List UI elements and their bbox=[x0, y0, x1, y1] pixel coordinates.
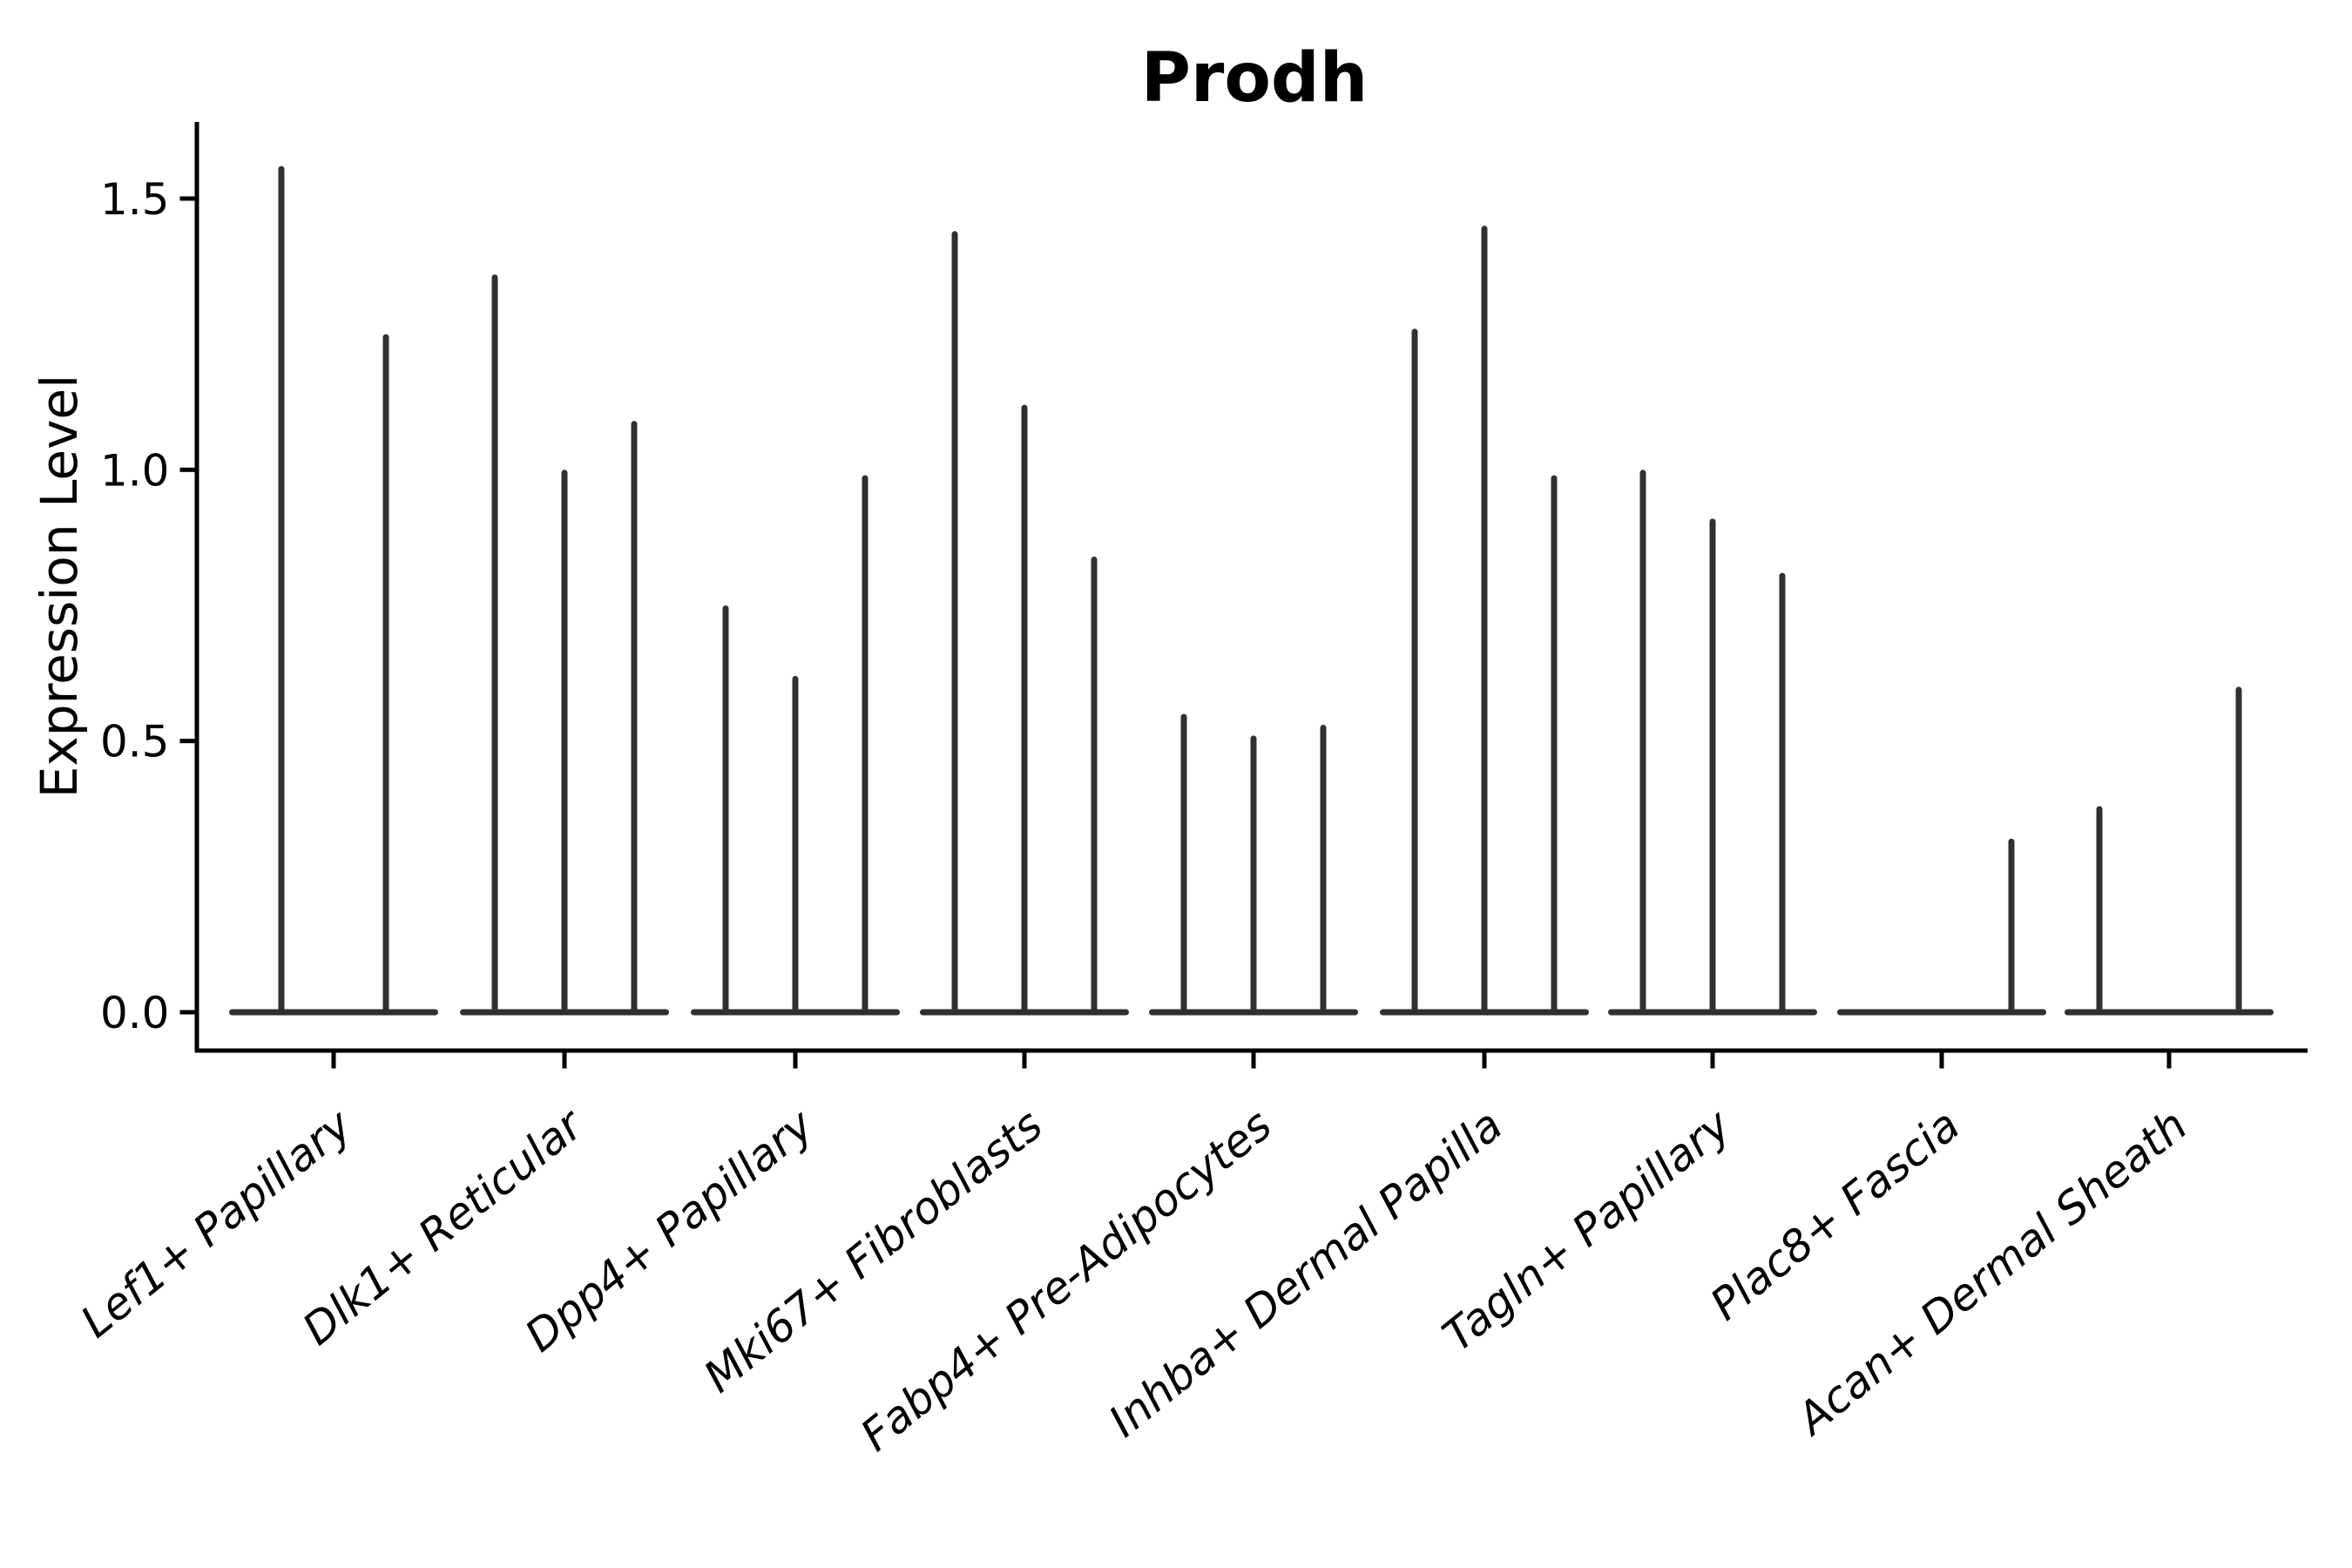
violin-spike bbox=[722, 605, 729, 1016]
violin-spike bbox=[1180, 713, 1187, 1016]
x-tick bbox=[331, 1052, 336, 1069]
violin-baseline bbox=[1837, 1009, 2046, 1016]
violin-group bbox=[691, 475, 900, 1016]
y-tick-label: 0.0 bbox=[100, 988, 170, 1038]
x-axis-spine bbox=[194, 1048, 2308, 1053]
violin-group bbox=[1380, 226, 1589, 1016]
y-tick-labels: 0.0 0.5 1.0 1.5 bbox=[100, 174, 170, 1038]
y-axis-label: Expression Level bbox=[30, 375, 89, 798]
violin-spike bbox=[1021, 404, 1028, 1016]
x-tick bbox=[1482, 1052, 1487, 1069]
y-axis-spine bbox=[194, 122, 199, 1051]
violin-spike bbox=[1250, 735, 1257, 1016]
violin-spike bbox=[631, 421, 638, 1016]
y-tick bbox=[179, 1010, 195, 1015]
x-tick bbox=[562, 1052, 567, 1069]
violin-group bbox=[920, 231, 1129, 1016]
violin-baseline bbox=[229, 1009, 438, 1016]
y-tick bbox=[179, 739, 195, 744]
violin-spike bbox=[2008, 838, 2015, 1016]
violin-group bbox=[460, 274, 669, 1016]
violin-group bbox=[2065, 686, 2274, 1016]
x-tick bbox=[2166, 1052, 2172, 1069]
x-tick bbox=[1022, 1052, 1027, 1069]
violin-spike bbox=[792, 675, 799, 1016]
x-tick bbox=[1251, 1052, 1256, 1069]
violin-spike bbox=[1551, 475, 1558, 1016]
violin-group bbox=[229, 166, 438, 1016]
x-tick bbox=[1939, 1052, 1944, 1069]
violin-group bbox=[1149, 713, 1358, 1016]
violin-spike bbox=[1320, 724, 1327, 1016]
x-tick-label: Fabp4+ Pre-Adipocytes bbox=[851, 1099, 1281, 1461]
violin-spike bbox=[951, 231, 958, 1016]
violin-baseline bbox=[2065, 1009, 2274, 1016]
x-tick-label: Acan+ Dermal Sheath bbox=[1786, 1099, 2197, 1445]
chart-title: Prodh bbox=[1141, 39, 1369, 118]
violin-spike bbox=[382, 334, 389, 1016]
violin-groups bbox=[229, 166, 2274, 1016]
x-tick bbox=[1710, 1052, 1715, 1069]
y-tick bbox=[179, 467, 195, 472]
violin-spike bbox=[2235, 686, 2242, 1016]
axes bbox=[179, 122, 2308, 1069]
x-tick-label: Inhba+ Dermal Papilla bbox=[1099, 1099, 1511, 1447]
y-tick-label: 0.5 bbox=[100, 717, 170, 767]
violin-group bbox=[1837, 838, 2046, 1016]
y-tick bbox=[179, 196, 195, 201]
violin-spike bbox=[1411, 328, 1418, 1016]
violin-spike bbox=[1779, 572, 1786, 1016]
violin-spike bbox=[491, 274, 498, 1016]
violin-group bbox=[1608, 470, 1817, 1016]
violin-spike bbox=[1091, 556, 1098, 1016]
violin-spike bbox=[1481, 226, 1488, 1016]
y-tick-label: 1.5 bbox=[100, 174, 170, 225]
y-tick-label: 1.0 bbox=[100, 445, 170, 496]
violin-spike bbox=[561, 470, 568, 1016]
violin-spike bbox=[1639, 470, 1646, 1016]
x-tick bbox=[793, 1052, 798, 1069]
violin-spike bbox=[862, 475, 868, 1016]
violin-spike bbox=[1709, 518, 1716, 1016]
violin-spike bbox=[278, 166, 285, 1016]
violin-spike bbox=[2096, 806, 2103, 1016]
